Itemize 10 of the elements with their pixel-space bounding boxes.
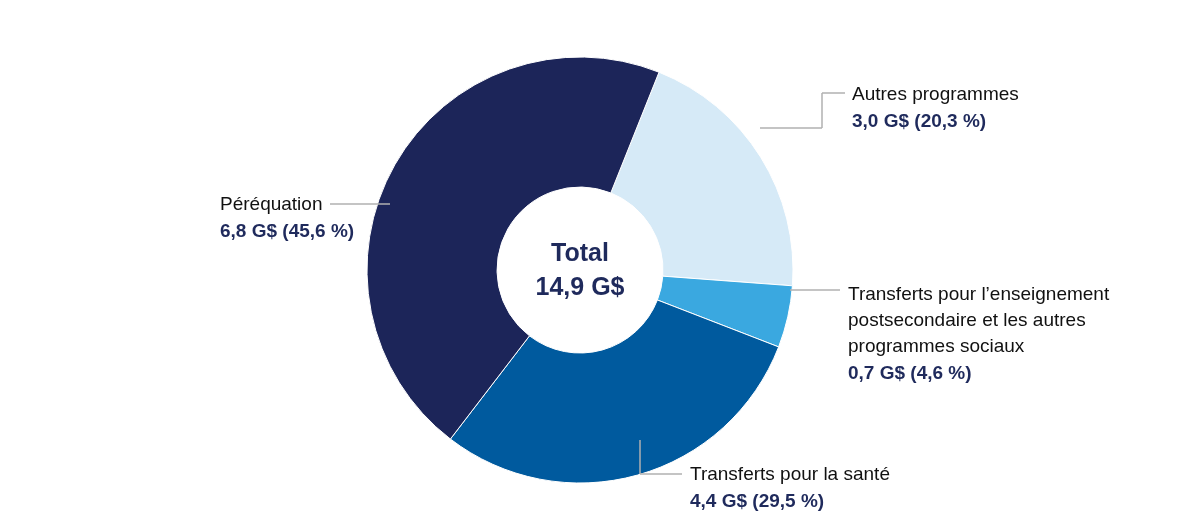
slice-label: Transferts pour la santé: [690, 463, 890, 484]
data-label: 3,0 G$ (20,3 %): [852, 110, 987, 131]
data-label: 6,8 G$ (45,6 %): [220, 220, 355, 241]
data-label: 4,4 G$ (29,5 %): [690, 490, 825, 511]
text: Total: [551, 238, 609, 266]
slice-label: Autres programmes: [852, 83, 1019, 104]
data-label: 0,7 G$ (4,6 %): [848, 362, 972, 383]
slice-label: Péréquation: [220, 193, 323, 214]
text: 14,9 G$: [535, 272, 625, 300]
slice-label: Transferts pour l’enseignement postsecondaire et les autres programmes sociaux: [848, 283, 1110, 356]
